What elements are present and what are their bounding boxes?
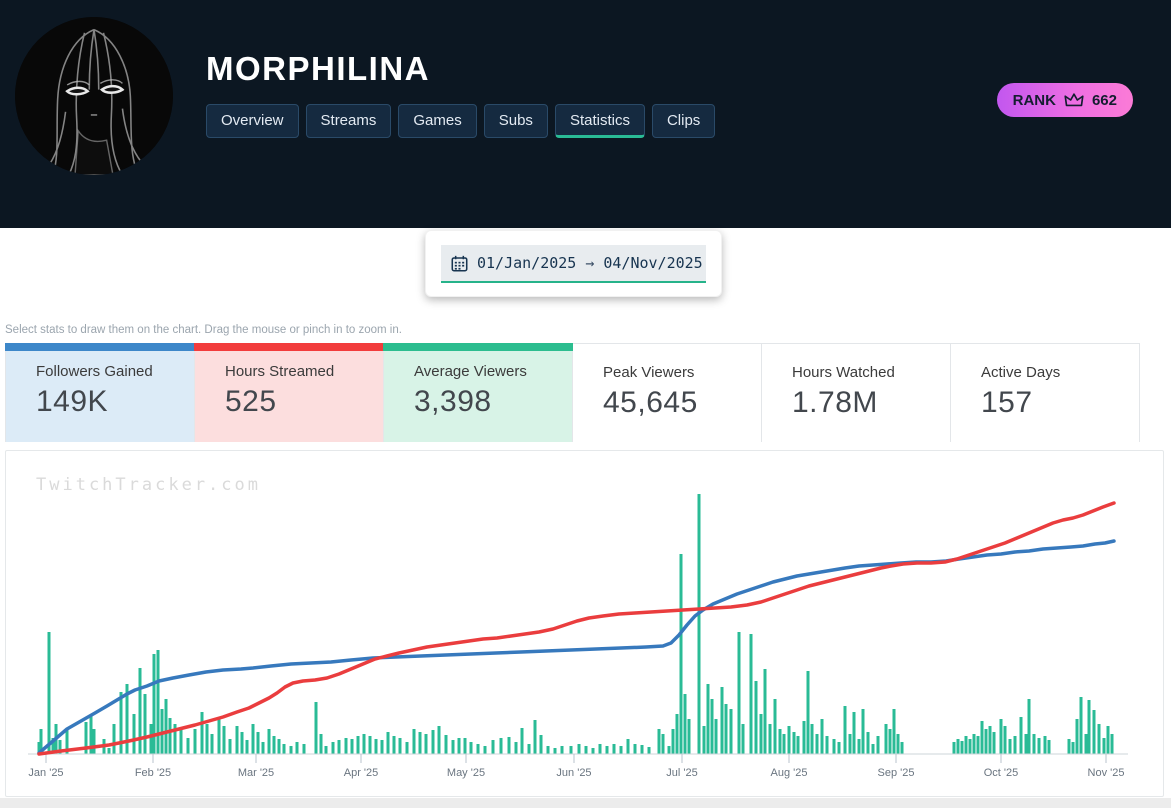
rank-label: RANK [1012, 91, 1056, 109]
x-axis-label: Jun '25 [556, 767, 591, 779]
tab-clips[interactable]: Clips [651, 104, 716, 138]
tab-streams[interactable]: Streams [305, 104, 392, 138]
stat-value: 157 [981, 386, 1033, 419]
rank-value: 662 [1091, 91, 1117, 109]
x-axis-label: Sep '25 [878, 767, 915, 779]
avatar-artwork [15, 17, 173, 175]
tab-overview[interactable]: Overview [206, 104, 299, 138]
stat-card-followers-gained[interactable]: Followers Gained 149K [5, 343, 195, 442]
stat-card-hours-watched[interactable]: Hours Watched 1.78M [762, 343, 951, 442]
x-axis-label: Oct '25 [984, 767, 1019, 779]
stat-accent-strip [5, 343, 195, 351]
stat-card-average-viewers[interactable]: Average Viewers 3,398 [383, 343, 573, 442]
x-axis-label: Mar '25 [238, 767, 274, 779]
stat-card-active-days[interactable]: Active Days 157 [951, 343, 1140, 442]
avatar[interactable] [15, 17, 173, 175]
x-axis-label: Apr '25 [344, 767, 379, 779]
stat-value: 1.78M [792, 386, 878, 419]
tab-subs[interactable]: Subs [483, 104, 548, 138]
tab-games[interactable]: Games [398, 104, 477, 138]
profile-header: MORPHILINA Overview Streams Games Subs S… [0, 0, 1171, 228]
stat-label: Followers Gained [36, 363, 153, 380]
stat-value: 45,645 [603, 386, 698, 419]
stat-card-hours-streamed[interactable]: Hours Streamed 525 [194, 343, 384, 442]
date-to: 04/Nov/2025 [603, 254, 703, 272]
tab-statistics[interactable]: Statistics [554, 104, 645, 138]
stat-accent-strip [383, 343, 573, 351]
date-range-arrow: → [585, 254, 595, 272]
date-range-input[interactable]: 01/Jan/2025 → 04/Nov/2025 [441, 245, 706, 283]
stat-value: 149K [36, 385, 109, 418]
profile-tabs: Overview Streams Games Subs Statistics C… [206, 104, 716, 138]
stats-chart[interactable]: Jan '25 Feb '25 Mar '25 Apr '25 May '25 Jun '… [6, 451, 1163, 796]
stat-accent-strip [194, 343, 384, 351]
watermark: TwitchTracker.com [36, 475, 261, 495]
stat-label: Hours Watched [792, 364, 895, 381]
rank-badge[interactable]: RANK 662 [996, 83, 1133, 117]
crown-icon [1064, 92, 1084, 108]
stat-label: Hours Streamed [225, 363, 335, 380]
stat-value: 3,398 [414, 385, 492, 418]
calendar-icon [451, 255, 468, 271]
x-axis-label: Nov '25 [1088, 767, 1125, 779]
x-axis-label: Aug '25 [771, 767, 808, 779]
x-axis-label: Feb '25 [135, 767, 171, 779]
date-range-card: 01/Jan/2025 → 04/Nov/2025 [425, 230, 722, 297]
date-from: 01/Jan/2025 [477, 254, 577, 272]
stat-label: Peak Viewers [603, 364, 695, 381]
x-axis-label: May '25 [447, 767, 485, 779]
page-title: MORPHILINA [206, 50, 430, 87]
stat-value: 525 [225, 385, 277, 418]
stat-label: Active Days [981, 364, 1061, 381]
x-axis-label: Jan '25 [28, 767, 63, 779]
stat-cards-row: Followers Gained 149K Hours Streamed 525… [5, 343, 1140, 442]
stat-label: Average Viewers [414, 363, 527, 380]
x-axis-label: Jul '25 [666, 767, 697, 779]
chart-hint-text: Select stats to draw them on the chart. … [5, 324, 402, 336]
stat-card-peak-viewers[interactable]: Peak Viewers 45,645 [573, 343, 762, 442]
stats-chart-panel: TwitchTracker.com Jan '25 Feb '25 Mar '25 A… [5, 450, 1164, 797]
page-bottom-divider [0, 798, 1171, 808]
